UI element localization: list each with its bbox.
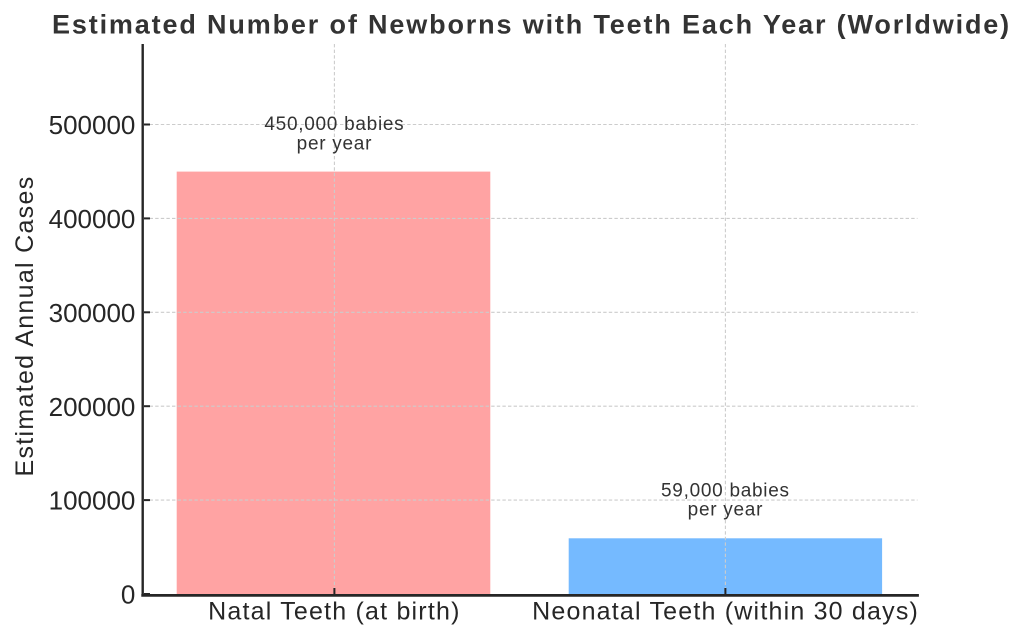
svg-text:59,000 babies: 59,000 babies xyxy=(661,480,790,501)
svg-text:300000: 300000 xyxy=(49,298,136,328)
svg-text:Natal Teeth (at birth): Natal Teeth (at birth) xyxy=(208,598,460,626)
svg-text:per year: per year xyxy=(297,134,372,155)
svg-text:Estimated Number of Newborns w: Estimated Number of Newborns with Teeth … xyxy=(52,10,1011,40)
svg-text:per year: per year xyxy=(688,500,763,521)
svg-text:450,000 babies: 450,000 babies xyxy=(264,114,404,135)
svg-text:0: 0 xyxy=(121,580,135,610)
svg-text:200000: 200000 xyxy=(49,392,136,422)
svg-text:400000: 400000 xyxy=(49,204,136,234)
svg-text:500000: 500000 xyxy=(49,110,136,140)
svg-text:Neonatal Teeth (within 30 days: Neonatal Teeth (within 30 days) xyxy=(532,598,919,626)
svg-text:Estimated Annual Cases: Estimated Annual Cases xyxy=(11,176,39,477)
svg-text:100000: 100000 xyxy=(49,486,136,516)
